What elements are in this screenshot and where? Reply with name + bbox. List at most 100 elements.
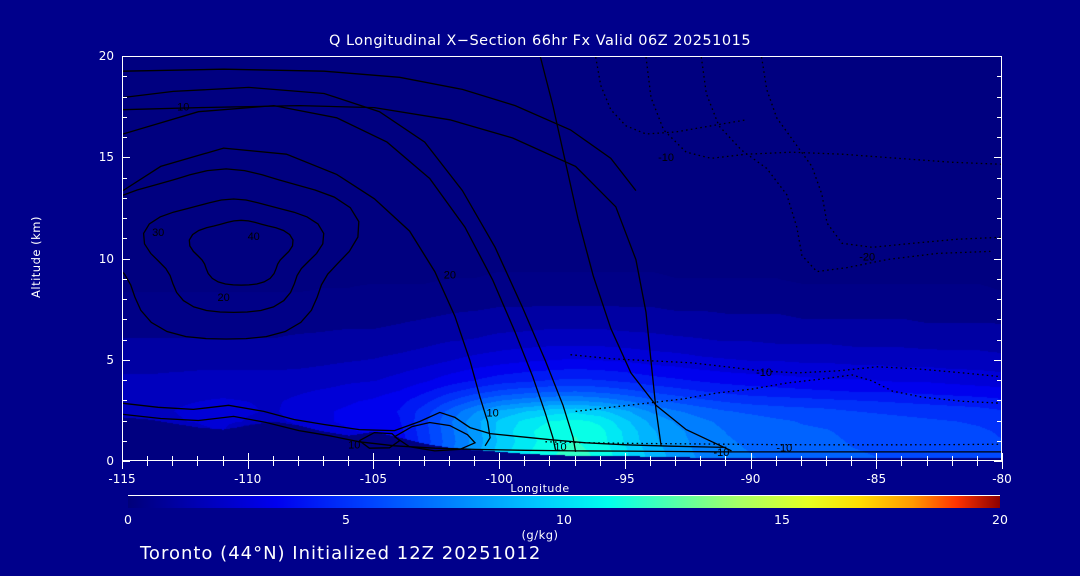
y-tick-inner-right (997, 420, 1002, 422)
y-tick-inner (122, 157, 130, 159)
contour-line-negative (545, 441, 1001, 446)
x-tick-inner (951, 456, 953, 461)
x-tick-minor (122, 461, 123, 469)
contour-line-positive (123, 402, 727, 449)
y-tick-inner (122, 238, 127, 240)
x-tick-minor (147, 461, 149, 466)
x-tick-minor (474, 461, 475, 466)
y-tick-label: 15 (98, 150, 114, 165)
x-tick-minor (272, 461, 274, 466)
x-tick-minor (499, 461, 501, 469)
x-tick-inner (499, 453, 501, 461)
y-tick-inner-right (997, 197, 1002, 199)
x-tick-inner (147, 456, 149, 461)
x-tick-minor (851, 461, 853, 466)
contour-label: -10 (713, 447, 729, 459)
contour-line-positive (394, 421, 477, 452)
x-tick-minor (348, 461, 350, 466)
x-tick-inner (901, 456, 903, 461)
contour-line-positive (123, 86, 577, 453)
x-tick-minor (172, 461, 174, 466)
contour-line-positive (123, 413, 1001, 453)
x-tick-inner (1002, 453, 1003, 461)
x-tick-label: -105 (359, 472, 388, 486)
x-tick-minor (775, 461, 777, 466)
x-tick-minor (725, 461, 727, 466)
x-tick-inner (675, 456, 677, 461)
contour-label: -20 (859, 251, 875, 263)
x-tick-minor (448, 461, 450, 466)
x-tick-minor (599, 461, 601, 466)
y-tick-inner (122, 359, 130, 361)
contour-label: -10 (756, 367, 772, 379)
y-tick-label: 5 (106, 352, 114, 367)
x-tick-label: -95 (615, 472, 635, 486)
y-tick-inner-right (994, 157, 1002, 159)
contour-line-negative (570, 354, 1001, 378)
plot-area: 10 30 40 20 20 10 10 10 -10 -20 -10 -10 -10 (122, 56, 1002, 461)
contour-label: -10 (776, 443, 792, 455)
x-tick-label: -80 (992, 472, 1012, 486)
x-tick-minor (800, 461, 802, 466)
y-tick-inner (122, 400, 127, 402)
contour-overlay: 10 30 40 20 20 10 10 10 -10 -20 -10 -10 -10 (123, 57, 1001, 459)
contour-line-positive (539, 57, 732, 452)
x-tick-inner (976, 456, 978, 461)
x-tick-inner (574, 456, 576, 461)
x-tick-inner (750, 453, 752, 461)
x-tick-inner (549, 456, 551, 461)
x-tick-minor (398, 461, 400, 466)
colorbar-tick-label: 0 (124, 512, 132, 527)
y-tick-inner-right (997, 299, 1002, 300)
x-tick-inner (599, 456, 601, 461)
y-tick-inner-right (997, 96, 1002, 98)
x-tick-minor (524, 461, 526, 466)
y-tick-inner (122, 461, 130, 462)
x-tick-label: -85 (866, 472, 887, 486)
y-tick-inner (122, 299, 127, 300)
x-tick-minor (826, 461, 827, 466)
contour-label: 10 (486, 407, 498, 419)
y-tick-inner-right (994, 359, 1002, 361)
x-tick-inner (423, 456, 425, 461)
contour-line-negative (595, 57, 747, 135)
chart-title: Q Longitudinal X−Section 66hr Fx Valid 0… (328, 33, 752, 49)
x-tick-minor (976, 461, 978, 466)
y-tick-inner-right (997, 278, 1002, 280)
y-tick-inner-right (997, 319, 1002, 321)
x-tick-inner (474, 456, 475, 461)
contour-line-negative (700, 57, 991, 273)
colorbar-tick-label: 20 (992, 512, 1008, 527)
contour-label: 40 (248, 231, 260, 243)
x-tick-inner (851, 456, 853, 461)
contour-line-negative (760, 57, 1001, 248)
x-tick-inner (800, 456, 802, 461)
y-tick-inner (122, 339, 127, 341)
y-tick-label: 20 (98, 49, 114, 63)
contour-line-negative (575, 374, 1001, 413)
x-tick-inner (624, 453, 626, 461)
y-tick-inner (122, 76, 127, 78)
x-tick-minor (1002, 461, 1003, 469)
y-axis-label: Altitude (km) (29, 216, 43, 298)
y-tick-inner-right (997, 76, 1002, 78)
contour-line-positive (188, 219, 294, 286)
y-tick-inner-right (997, 440, 1002, 442)
x-tick-inner (222, 456, 224, 461)
y-tick-inner (122, 218, 127, 219)
contour-line-positive (123, 147, 491, 447)
x-tick-minor (750, 461, 752, 469)
x-tick-inner (348, 456, 350, 461)
y-tick-inner (122, 319, 127, 321)
contour-label: 10 (348, 440, 360, 452)
x-tick-label: -110 (234, 472, 262, 486)
contour-label: -10 (658, 152, 674, 164)
x-tick-minor (373, 461, 375, 469)
y-tick-inner (122, 420, 127, 422)
x-tick-minor (423, 461, 425, 466)
x-tick-inner (122, 453, 123, 461)
y-tick-inner-right (997, 238, 1002, 240)
colorbar (128, 495, 1000, 508)
x-tick-inner (247, 453, 249, 461)
